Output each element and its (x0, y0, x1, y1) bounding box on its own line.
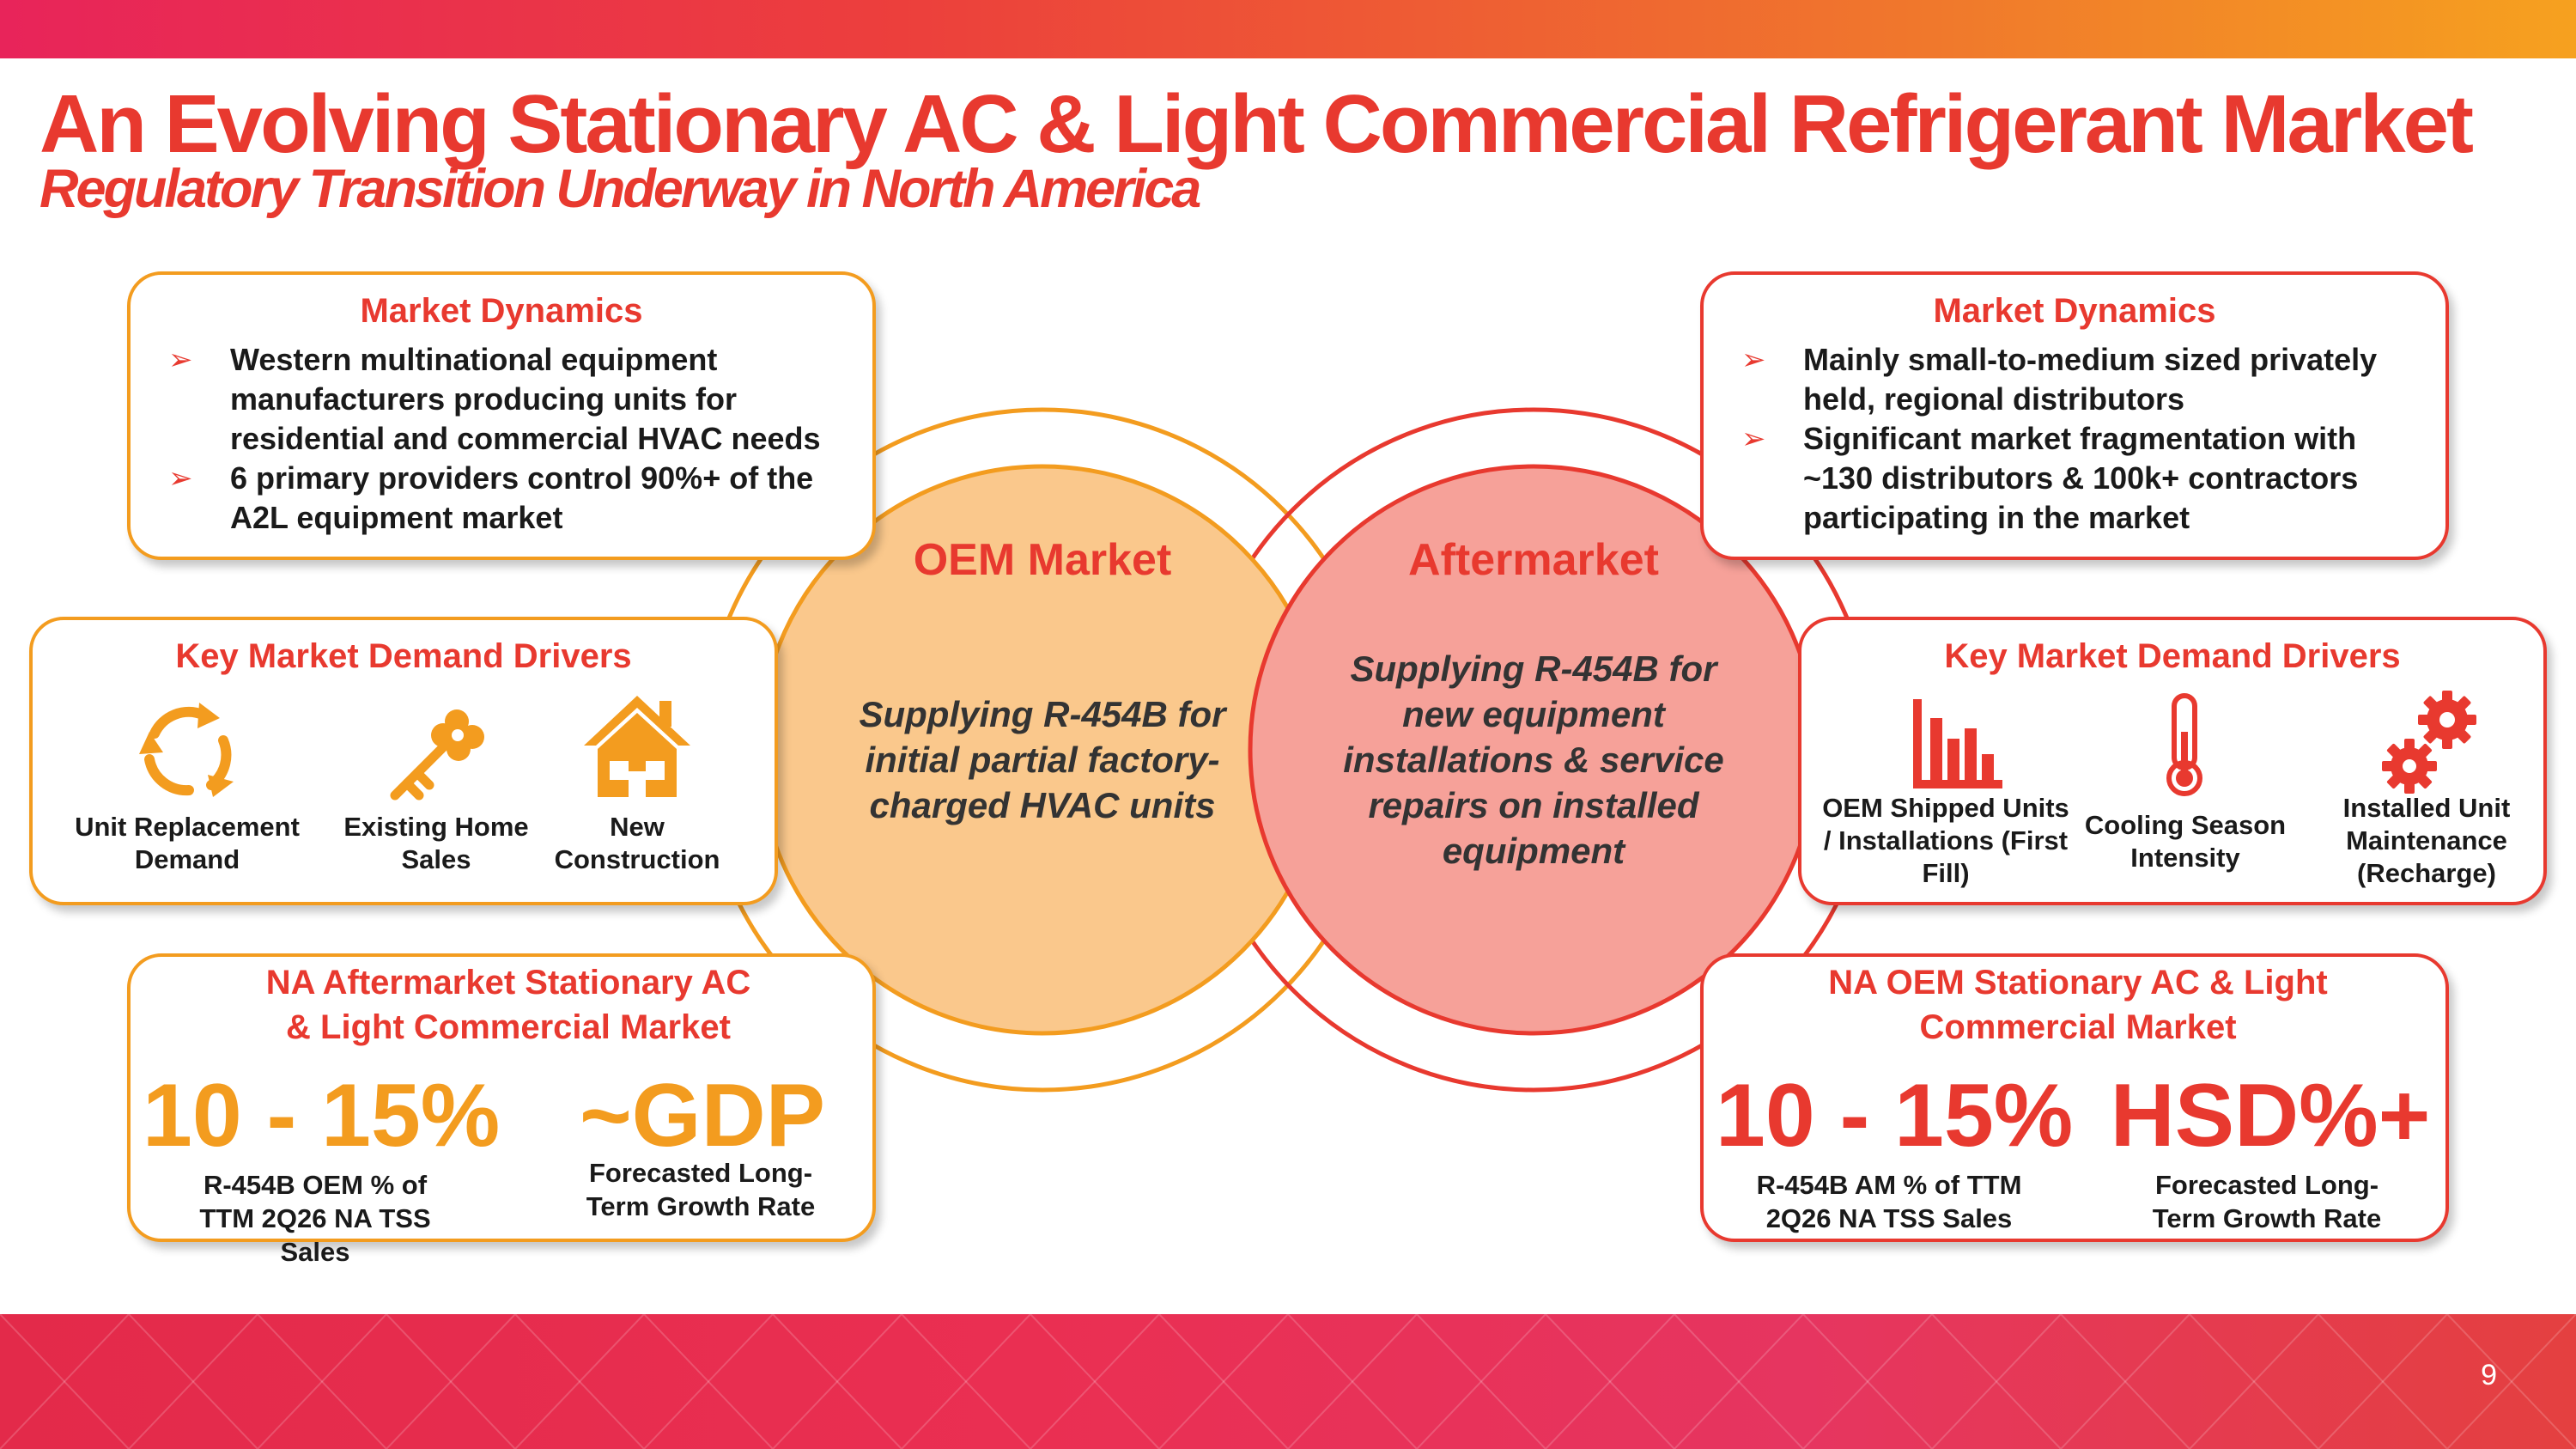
aftermarket-stat-left-value: 10 - 15% (1716, 1066, 2074, 1166)
aftermarket-stat-right-label: Forecasted Long-Term Growth Rate (2152, 1170, 2382, 1233)
arrow-bullet-icon: ➢ (168, 344, 193, 376)
bar-chart-icon (1913, 699, 2002, 788)
page-subtitle: Regulatory Transition Underway in North … (39, 159, 1201, 219)
aftermarket-stats-card: NA OEM Stationary AC & Light Commercial … (1700, 953, 2449, 1242)
oem-driver-label-existing-home-sales: Existing Home Sales (343, 812, 529, 874)
oem-market-dynamics-title: Market Dynamics (360, 292, 643, 330)
arrow-bullet-icon: ➢ (1741, 423, 1766, 455)
top-accent-bar (0, 0, 2576, 58)
aftermarket-demand-drivers-card: Key Market Demand Drivers OEM Shipped Un… (1798, 617, 2547, 905)
aftermarket-market-dynamics-card: Market Dynamics ➢ Mainly small-to-medium … (1700, 271, 2449, 560)
geometric-pattern (0, 1314, 2576, 1449)
oem-demand-drivers-title: Key Market Demand Drivers (175, 637, 632, 675)
house-icon (584, 696, 690, 797)
oem-market-dynamics-card: Market Dynamics ➢ Western multinational e… (127, 271, 876, 560)
oem-stat-left-value: 10 - 15% (143, 1066, 501, 1166)
list-item: ➢ Western multinational equipment manufac… (168, 342, 821, 456)
aftermarket-driver-label-installed-unit: Installed Unit Maintenance (Recharge) (2342, 793, 2511, 888)
cycle-arrows-icon (139, 703, 234, 797)
page-title: An Evolving Stationary AC & Light Commer… (39, 78, 2474, 170)
oem-circle-body: Supplying R-454B for initial partial fac… (859, 694, 1226, 825)
oem-stat-right-label: Forecasted Long-Term Growth Rate (586, 1158, 816, 1221)
oem-stats-card: NA Aftermarket Stationary AC & Light Com… (127, 953, 876, 1267)
list-item: ➢ 6 primary providers control 90%+ of the… (168, 460, 814, 535)
key-icon (390, 709, 484, 801)
aftermarket-circle-body: Supplying R-454B for new equipment insta… (1343, 648, 1724, 871)
thermometer-icon (2166, 693, 2202, 796)
aftermarket-stat-right-value: HSD%+ (2110, 1066, 2431, 1166)
aftermarket-driver-label-oem-shipped: OEM Shipped Units / Installations (First… (1822, 793, 2069, 888)
page-number: 9 (2481, 1359, 2497, 1391)
bottom-accent-bar: 9 (0, 1314, 2576, 1449)
aftermarket-driver-label-cooling-season: Cooling Season Intensity (2084, 810, 2287, 873)
oem-demand-drivers-card: Key Market Demand Drivers Unit Replaceme… (29, 617, 778, 905)
list-item: ➢ Significant market fragmentation with ~… (1741, 421, 2359, 535)
oem-stat-left-label: R-454B OEM % of TTM 2Q26 NA TSS Sales (199, 1170, 431, 1267)
aftermarket-circle-heading: Aftermarket (1408, 535, 1659, 585)
gears-icon (2382, 691, 2476, 794)
aftermarket-stat-left-label: R-454B AM % of TTM 2Q26 NA TSS Sales (1756, 1170, 2022, 1233)
oem-circle-heading: OEM Market (913, 535, 1172, 585)
oem-stats-title: NA Aftermarket Stationary AC & Light Com… (265, 964, 751, 1046)
oem-driver-label-new-construction: New Construction (554, 812, 720, 874)
oem-driver-label-unit-replacement: Unit Replacement Demand (75, 812, 300, 874)
aftermarket-stats-title: NA OEM Stationary AC & Light Commercial … (1828, 964, 2328, 1046)
aftermarket-market-dynamics-title: Market Dynamics (1933, 292, 2216, 330)
oem-stat-right-value: ~GDP (579, 1066, 826, 1166)
arrow-bullet-icon: ➢ (168, 462, 193, 495)
oem-market-dynamics-list: ➢ Western multinational equipment manufac… (168, 340, 864, 538)
arrow-bullet-icon: ➢ (1741, 344, 1766, 376)
aftermarket-market-dynamics-list: ➢ Mainly small-to-medium sized privately … (1741, 340, 2428, 538)
aftermarket-demand-drivers-title: Key Market Demand Drivers (1944, 637, 2401, 675)
list-item: ➢ Mainly small-to-medium sized privately … (1741, 342, 2378, 417)
